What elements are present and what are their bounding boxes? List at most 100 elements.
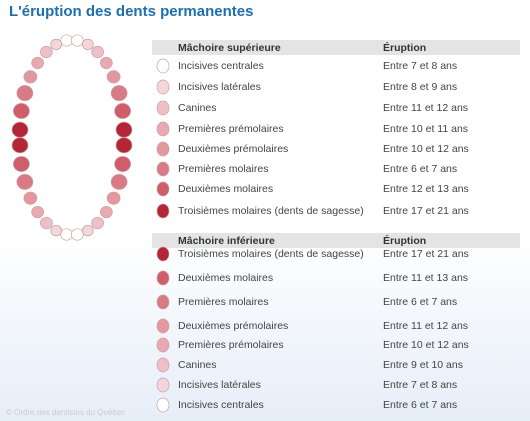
tooth: [106, 70, 121, 84]
tooth: [11, 121, 29, 138]
tooth: [106, 191, 121, 205]
table-row: Premières prémolaires Entre 10 et 12 ans: [152, 336, 520, 354]
table-row: Incisives latérales Entre 7 et 8 ans: [152, 376, 520, 394]
cell: Entre 7 et 8 ans: [383, 379, 458, 391]
table-row: Deuxièmes prémolaires Entre 11 et 12 ans: [152, 317, 520, 335]
header-cell: Mâchoire supérieure: [178, 41, 281, 54]
cell: Entre 6 et 7 ans: [383, 163, 458, 175]
tooth: [71, 34, 84, 47]
table-row: Deuxièmes prémolaires Entre 10 et 12 ans: [152, 140, 520, 158]
table-row: Premières prémolaires Entre 10 et 11 ans: [152, 120, 520, 138]
tooth: [114, 103, 131, 119]
cell: Incisives centrales: [178, 60, 264, 72]
cell: Entre 17 et 21 ans: [383, 248, 469, 260]
table-row: Premières molaires Entre 6 et 7 ans: [152, 293, 520, 311]
tooth-icon: [156, 246, 170, 262]
table-row: Troisièmes molaires (dents de sagesse) En…: [152, 245, 520, 263]
cell: Canines: [178, 102, 217, 114]
tooth: [40, 45, 53, 59]
cell: Canines: [178, 359, 217, 371]
cell: Entre 11 et 12 ans: [383, 320, 469, 332]
tooth: [31, 56, 45, 69]
tooth: [40, 216, 53, 230]
cell: Entre 10 et 12 ans: [383, 143, 469, 155]
table-row: Deuxièmes molaires Entre 11 et 13 ans: [152, 269, 520, 287]
table-row: Troisièmes molaires (dents de sagesse) En…: [152, 202, 520, 220]
tooth: [60, 228, 73, 241]
section-header: Mâchoire supérieure Éruption: [152, 40, 520, 55]
tooth: [71, 228, 84, 241]
tooth: [114, 156, 131, 172]
tooth-icon: [156, 203, 170, 219]
tooth: [110, 85, 128, 102]
copyright: © Ordre des dentistes du Québec: [6, 408, 126, 417]
tooth-icon: [156, 377, 170, 393]
dental-arch: [11, 34, 133, 241]
cell: Deuxièmes prémolaires: [178, 320, 289, 332]
cell: Incisives latérales: [178, 379, 261, 391]
cell: Entre 17 et 21 ans: [383, 205, 469, 217]
tooth: [110, 173, 128, 190]
tooth-icon: [156, 100, 170, 116]
cell: Premières molaires: [178, 296, 269, 308]
header-cell: Éruption: [383, 234, 427, 247]
tooth-icon: [156, 161, 170, 177]
tooth: [81, 38, 94, 50]
cell: Entre 12 et 13 ans: [383, 183, 469, 195]
header-cell: Éruption: [383, 41, 427, 54]
cell: Entre 10 et 12 ans: [383, 339, 469, 351]
table-row: Canines Entre 9 et 10 ans: [152, 356, 520, 374]
tooth: [31, 206, 45, 219]
cell: Entre 9 et 10 ans: [383, 359, 463, 371]
tooth: [13, 103, 30, 119]
section-header: Mâchoire inférieure Éruption: [152, 233, 520, 248]
tooth-icon: [156, 294, 170, 310]
tooth: [16, 85, 34, 102]
tooth-icon: [156, 121, 170, 137]
cell: Deuxièmes molaires: [178, 272, 274, 284]
tooth: [99, 206, 113, 219]
cell: Troisièmes molaires (dents de sagesse): [178, 205, 364, 217]
tooth-icon: [156, 397, 170, 413]
tooth: [81, 225, 94, 237]
tooth-icon: [156, 270, 170, 286]
table-row: Incisives centrales Entre 7 et 8 ans: [152, 57, 520, 75]
tooth: [50, 225, 63, 237]
tooth: [115, 121, 133, 138]
table-row: Premières molaires Entre 6 et 7 ans: [152, 160, 520, 178]
cell: Entre 11 et 12 ans: [383, 102, 469, 114]
tooth-icon: [156, 181, 170, 197]
cell: Troisièmes molaires (dents de sagesse): [178, 248, 364, 260]
tooth: [13, 156, 30, 172]
table-row: Incisives centrales Entre 6 et 7 ans: [152, 396, 520, 414]
cell: Entre 6 et 7 ans: [383, 399, 458, 411]
tooth-icon: [156, 337, 170, 353]
tooth: [50, 38, 63, 50]
tooth: [16, 173, 34, 190]
tooth: [11, 137, 29, 154]
tooth: [91, 45, 104, 59]
tooth-icon: [156, 318, 170, 334]
cell: Entre 11 et 13 ans: [383, 272, 469, 284]
tooth: [99, 56, 113, 69]
table-row: Deuxièmes molaires Entre 12 et 13 ans: [152, 180, 520, 198]
tooth-icon: [156, 141, 170, 157]
cell: Entre 10 et 11 ans: [383, 123, 469, 135]
tooth: [23, 191, 38, 205]
cell: Premières prémolaires: [178, 339, 284, 351]
cell: Incisives latérales: [178, 81, 261, 93]
tooth-icon: [156, 79, 170, 95]
tooth-icon: [156, 58, 170, 74]
tooth: [91, 216, 104, 230]
cell: Premières prémolaires: [178, 123, 284, 135]
title: L'éruption des dents permanentes: [9, 3, 254, 20]
cell: Deuxièmes prémolaires: [178, 143, 289, 155]
cell: Incisives centrales: [178, 399, 264, 411]
table-row: Incisives latérales Entre 8 et 9 ans: [152, 78, 520, 96]
tooth: [60, 34, 73, 47]
cell: Premières molaires: [178, 163, 269, 175]
header-cell: Mâchoire inférieure: [178, 234, 275, 247]
tooth: [115, 137, 133, 154]
cell: Entre 6 et 7 ans: [383, 296, 458, 308]
